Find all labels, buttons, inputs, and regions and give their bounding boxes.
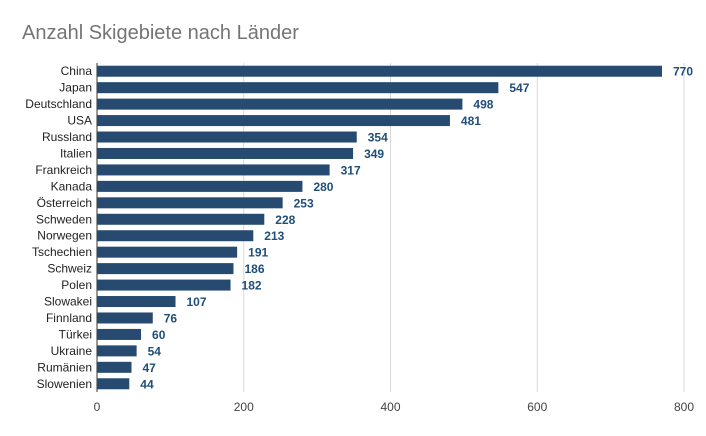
- bar: [97, 328, 142, 340]
- bar: [97, 296, 176, 308]
- data-label: 54: [148, 344, 162, 358]
- bar: [97, 147, 354, 159]
- category-label: Italien: [60, 146, 92, 160]
- bar: [97, 263, 234, 275]
- data-label: 47: [142, 361, 156, 375]
- chart-title: Anzahl Skigebiete nach Länder: [22, 22, 299, 44]
- data-label: 186: [244, 262, 264, 276]
- category-label: Schweiz: [47, 262, 92, 276]
- category-label: Polen: [61, 278, 92, 292]
- data-label: 481: [461, 114, 481, 128]
- data-label: 349: [364, 147, 384, 161]
- data-label: 60: [152, 328, 166, 342]
- data-label: 107: [187, 295, 207, 309]
- label-layer: 0 200 400 600 800 China 770 Japan 547 Deutschland…: [25, 64, 694, 414]
- data-label: 317: [341, 163, 361, 177]
- category-label: Russland: [42, 130, 92, 144]
- data-label: 191: [248, 246, 268, 260]
- category-label: Slowakei: [44, 295, 92, 309]
- category-label: Österreich: [37, 196, 92, 210]
- data-label: 354: [368, 131, 388, 145]
- category-label: Finnland: [46, 311, 92, 325]
- category-label: Schweden: [36, 212, 92, 226]
- bar: [97, 115, 450, 127]
- category-label: Deutschland: [25, 97, 92, 111]
- data-label: 253: [294, 196, 314, 210]
- grid-layer: [96, 63, 685, 392]
- bar: [97, 131, 357, 143]
- category-label: Japan: [59, 81, 92, 95]
- bar: [97, 246, 238, 258]
- data-label: 770: [673, 65, 693, 79]
- data-label: 280: [313, 180, 333, 194]
- bar: [97, 230, 254, 242]
- bar: [97, 279, 231, 291]
- x-tick-label: 200: [234, 400, 254, 414]
- category-label: USA: [67, 114, 92, 128]
- category-label: Norwegen: [37, 229, 92, 243]
- x-tick-label: 600: [527, 400, 547, 414]
- bar: [97, 180, 303, 192]
- bar: [97, 345, 137, 357]
- bar: [97, 197, 283, 209]
- data-label: 547: [509, 81, 529, 95]
- bar: [97, 164, 330, 176]
- category-label: Türkei: [59, 327, 92, 341]
- category-label: Rumänien: [37, 360, 92, 374]
- bar: [97, 361, 132, 373]
- x-tick-label: 800: [674, 400, 694, 414]
- bar-layer: [97, 65, 662, 390]
- data-label: 228: [275, 213, 295, 227]
- data-label: 182: [242, 279, 262, 293]
- bar: [97, 82, 499, 94]
- category-label: Ukraine: [51, 344, 93, 358]
- data-label: 213: [264, 229, 284, 243]
- category-label: Kanada: [51, 179, 93, 193]
- data-label: 44: [140, 377, 154, 391]
- data-label: 498: [473, 98, 493, 112]
- x-tick-label: 400: [380, 400, 400, 414]
- bar: [97, 213, 265, 225]
- category-label: Tschechien: [32, 245, 92, 259]
- category-label: China: [61, 64, 93, 78]
- category-label: Slowenien: [37, 377, 92, 391]
- x-tick-label: 0: [94, 400, 101, 414]
- bar: [97, 65, 662, 77]
- data-label: 76: [164, 311, 178, 325]
- bar: [97, 312, 153, 324]
- bar: [97, 98, 463, 110]
- category-label: Frankreich: [35, 163, 92, 177]
- bar: [97, 378, 130, 390]
